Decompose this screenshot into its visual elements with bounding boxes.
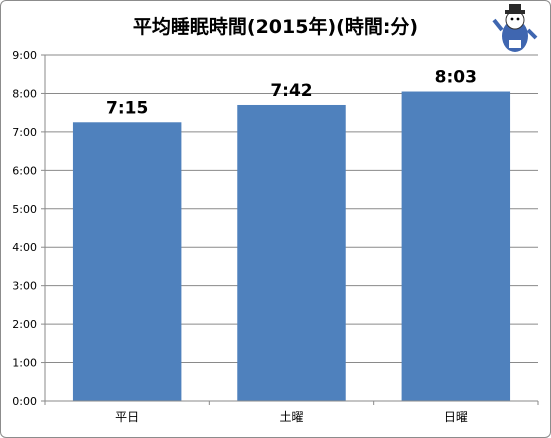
y-tick-label: 5:00: [12, 203, 37, 216]
mascot-icon: [492, 4, 538, 52]
x-category-label: 平日: [115, 410, 139, 424]
y-tick-label: 8:00: [12, 87, 37, 100]
y-tick-label: 7:00: [12, 126, 37, 139]
bar: [72, 122, 182, 402]
data-label: 8:03: [435, 68, 477, 88]
bar: [237, 104, 346, 401]
y-tick-label: 9:00: [12, 49, 37, 62]
y-tick-label: 2:00: [12, 318, 37, 331]
data-labels: 7:15 7:42 8:03: [106, 68, 477, 119]
bars: [72, 91, 511, 402]
y-tick-label: 3:00: [12, 280, 37, 293]
x-category-labels: 平日 土曜 日曜: [115, 410, 468, 424]
data-label: 7:42: [270, 81, 312, 101]
bar: [401, 91, 511, 402]
axes: [44, 55, 539, 405]
y-tick-labels: 0:00 1:00 2:00 3:00 4:00 5:00 6:00 7:00 8:00 9:00: [12, 49, 37, 408]
y-tick-label: 4:00: [12, 241, 37, 254]
x-category-label: 土曜: [279, 410, 303, 424]
y-tick-label: 1:00: [12, 357, 37, 370]
data-label: 7:15: [106, 98, 148, 118]
y-tick-label: 6:00: [12, 164, 37, 177]
y-tick-label: 0:00: [12, 395, 37, 408]
chart-title: 平均睡眠時間(2015年)(時間:分): [132, 16, 419, 38]
x-category-label: 日曜: [444, 410, 468, 424]
